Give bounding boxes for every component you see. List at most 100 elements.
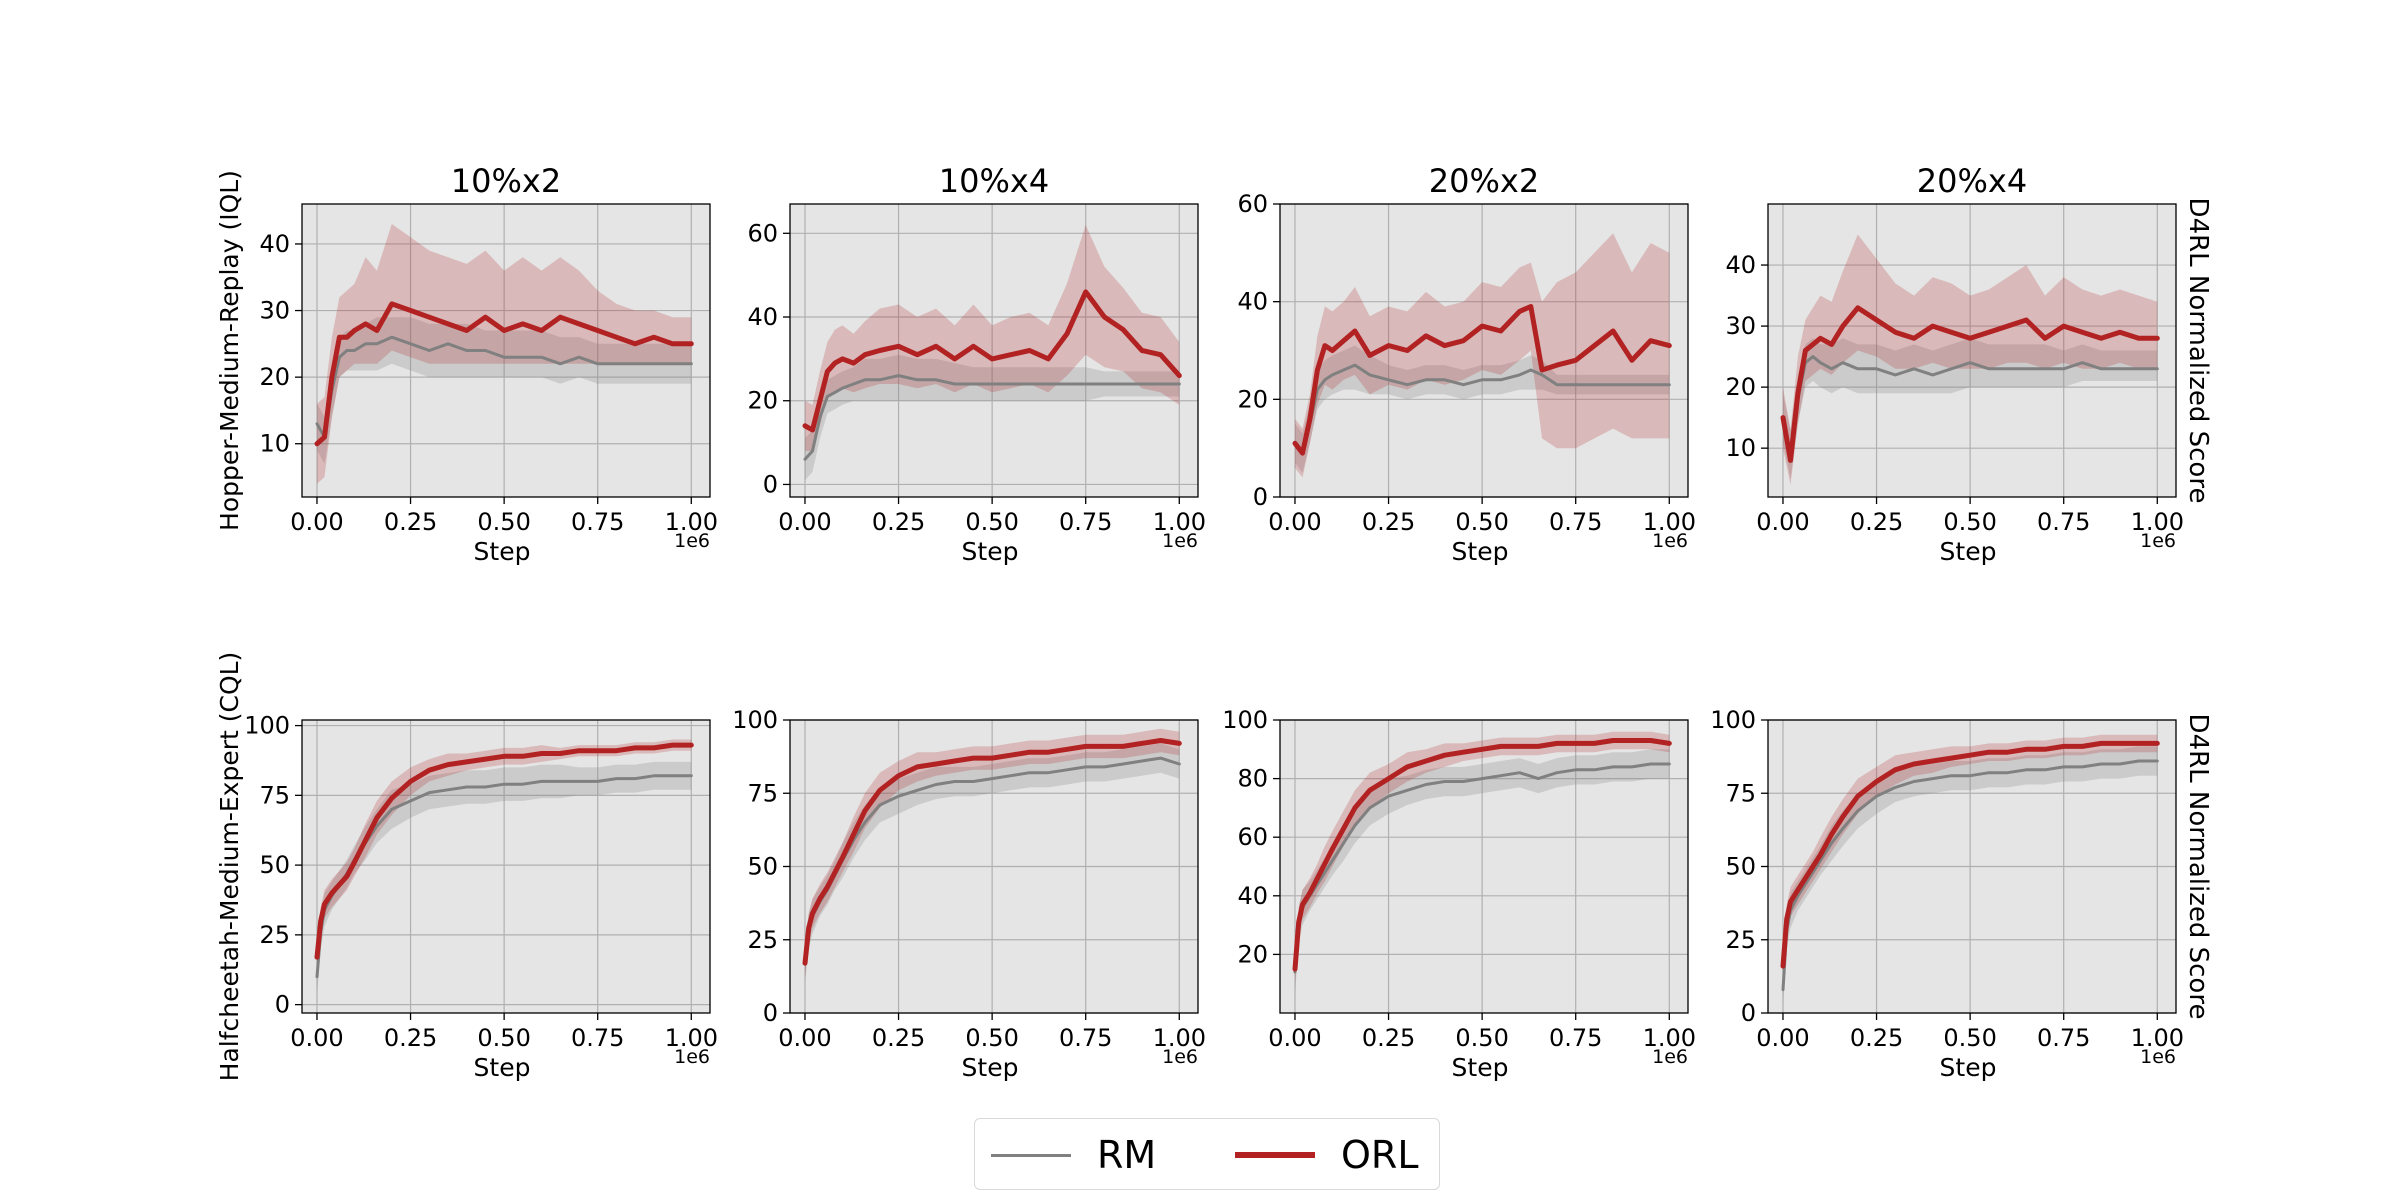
x-axis-label: Step: [1940, 537, 1997, 566]
chart-panel-2: 0.00 0.25 0.50 0.75 1.00 0 20 40 60 Step 1e6 10%x4: [747, 162, 1206, 566]
x-tick-label-2: 0.50: [1455, 1024, 1508, 1052]
chart-panel-8: 0.00 0.25 0.50 0.75 1.00 0 25 50 75 100 Step 1e6 D4R…: [1710, 706, 2213, 1082]
x-axis-label: Step: [1940, 1053, 1997, 1082]
x-tick-label-4: 1.00: [1153, 1024, 1206, 1052]
plot-background: [302, 204, 710, 497]
series-line-rm: [1293, 762, 1671, 974]
x-axis-label: Step: [962, 1053, 1019, 1082]
x-tick-label-3: 0.75: [571, 508, 624, 536]
x-offset-label: 1e6: [1652, 1046, 1688, 1068]
band-orl: [317, 224, 692, 484]
panel-title: 20%x2: [1429, 162, 1539, 200]
x-tick-label-0: 0.00: [290, 1024, 343, 1052]
panel-title: 10%x2: [451, 162, 561, 200]
band-orl: [805, 224, 1180, 451]
y-tick-label-1: 25: [747, 926, 778, 954]
x-tick-label-2: 0.50: [477, 1024, 530, 1052]
x-tick-label-0: 0.00: [778, 508, 831, 536]
x-tick-label-4: 1.00: [1643, 1024, 1696, 1052]
y-tick-label-2: 40: [747, 303, 778, 331]
legend-swatch-orl: [1235, 1152, 1315, 1158]
series-line-rm: [803, 374, 1181, 461]
y-tick-label-3: 60: [1237, 190, 1268, 218]
y-tick-label-2: 30: [1725, 312, 1756, 340]
chart-panel-4: 0.00 0.25 0.50 0.75 1.00 10 20 30 40 Step 1e6 20%x4…: [1725, 162, 2213, 566]
band-rm: [317, 317, 692, 464]
x-tick-label-1: 0.25: [1362, 1024, 1415, 1052]
x-tick-label-0: 0.00: [1756, 1024, 1809, 1052]
y-tick-label-2: 30: [259, 297, 290, 325]
y-tick-label-4: 100: [732, 706, 778, 734]
x-tick-label-1: 0.25: [384, 1024, 437, 1052]
y-tick-label-0: 20: [1237, 940, 1268, 968]
y-tick-label-0: 0: [1253, 483, 1268, 511]
y-tick-label-0: 10: [1725, 434, 1756, 462]
x-tick-label-2: 0.50: [965, 508, 1018, 536]
x-tick-label-1: 0.25: [1362, 508, 1415, 536]
plot-background: [1280, 204, 1688, 497]
y-tick-label-3: 75: [747, 779, 778, 807]
series-line-orl: [1780, 740, 2160, 969]
x-tick-label-3: 0.75: [2037, 508, 2090, 536]
x-tick-label-0: 0.00: [778, 1024, 831, 1052]
band-rm: [1295, 749, 1670, 996]
chart-panel-6: 0.00 0.25 0.50 0.75 1.00 0 25 50 75 100 Step 1e6: [732, 706, 1206, 1082]
y-tick-label-1: 20: [1237, 385, 1268, 413]
series-line-orl: [1292, 738, 1672, 972]
y-tick-label-2: 50: [259, 851, 290, 879]
x-axis-label: Step: [474, 1053, 531, 1082]
plot-area: [1780, 734, 2160, 1008]
band-orl: [805, 728, 1180, 978]
x-tick-label-4: 1.00: [1153, 508, 1206, 536]
y-tick-label-0: 0: [1741, 999, 1756, 1027]
x-offset-label: 1e6: [1162, 530, 1198, 552]
x-tick-label-2: 0.50: [1943, 1024, 1996, 1052]
band-rm: [805, 743, 1180, 984]
y-tick-label-4: 100: [244, 712, 290, 740]
x-offset-label: 1e6: [674, 530, 710, 552]
plot-background: [302, 720, 710, 1013]
x-axis-label: Step: [1452, 537, 1509, 566]
series-line-rm: [315, 335, 693, 439]
row-y-axis-label: Halfcheetah-Medium-Expert (CQL): [215, 652, 244, 1082]
y-tick-label-1: 20: [259, 363, 290, 391]
x-tick-label-2: 0.50: [1943, 508, 1996, 536]
x-tick-label-3: 0.75: [1549, 1024, 1602, 1052]
x-tick-label-1: 0.25: [872, 1024, 925, 1052]
legend-entry-rm: RM: [991, 1119, 1156, 1191]
x-tick-label-0: 0.00: [1268, 508, 1321, 536]
x-tick-label-2: 0.50: [477, 508, 530, 536]
x-tick-label-0: 0.00: [1268, 1024, 1321, 1052]
plot-area: [1292, 233, 1672, 478]
y-tick-label-3: 75: [1725, 779, 1756, 807]
plot-area: [802, 728, 1182, 984]
y-tick-label-4: 100: [1710, 706, 1756, 734]
x-tick-label-1: 0.25: [872, 508, 925, 536]
x-tick-label-1: 0.25: [384, 508, 437, 536]
band-orl: [1783, 234, 2158, 485]
plot-area: [1780, 234, 2160, 485]
y-tick-label-3: 40: [1725, 251, 1756, 279]
band-rm: [1783, 338, 2158, 479]
x-tick-label-3: 0.75: [1059, 1024, 1112, 1052]
series-line-orl: [802, 738, 1182, 966]
y-tick-label-1: 40: [1237, 882, 1268, 910]
series-line-orl: [314, 301, 694, 447]
y-tick-label-2: 50: [747, 853, 778, 881]
plot-frame: [301, 203, 711, 498]
y-tick-label-3: 40: [259, 230, 290, 258]
row-y-axis-label: Hopper-Medium-Replay (IQL): [215, 170, 244, 531]
legend: RM ORL: [974, 1118, 1440, 1190]
panel-title: 10%x4: [939, 162, 1049, 200]
x-tick-label-4: 1.00: [1643, 508, 1696, 536]
x-axis-label: Step: [962, 537, 1019, 566]
y-tick-label-1: 25: [259, 921, 290, 949]
y-tick-label-3: 80: [1237, 765, 1268, 793]
series-line-rm: [1781, 355, 2159, 456]
plot-area: [1292, 731, 1672, 996]
x-tick-label-3: 0.75: [1549, 508, 1602, 536]
plot-frame: [301, 719, 711, 1014]
x-tick-label-0: 0.00: [290, 508, 343, 536]
chart-panel-5: 0.00 0.25 0.50 0.75 1.00 0 25 50 75 100 Step 1e6 Hal…: [215, 652, 718, 1082]
x-tick-label-1: 0.25: [1850, 1024, 1903, 1052]
